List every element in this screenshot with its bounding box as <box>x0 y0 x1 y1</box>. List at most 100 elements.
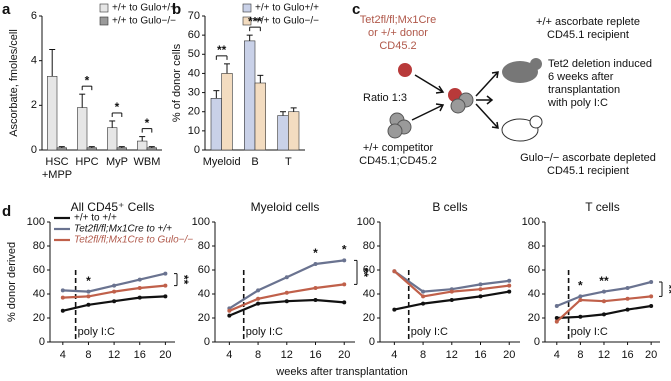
data-point <box>578 314 583 319</box>
error-bar <box>213 90 220 99</box>
significance: * <box>145 116 150 130</box>
significance: * <box>342 243 347 257</box>
x-tick-label: 4 <box>554 349 560 361</box>
bar <box>77 107 88 151</box>
y-tick-label: 100 <box>522 216 540 228</box>
significance: * <box>115 100 120 114</box>
y-tick-label: 40 <box>528 288 540 300</box>
y-tick-label: 20 <box>198 312 210 324</box>
x-tick-label: 8 <box>420 349 426 361</box>
y-tick-label: 20 <box>363 312 375 324</box>
data-point <box>284 275 289 280</box>
diagram-label: +/+ competitor <box>363 142 434 154</box>
data-point <box>507 283 512 288</box>
diagram-label: CD45.1 recipient <box>547 29 629 41</box>
y-tick-label: 80 <box>33 240 45 252</box>
data-point <box>625 307 630 312</box>
bar <box>210 98 222 151</box>
y-tick-label: 80 <box>528 240 540 252</box>
diagram-label: Gulo−/− ascorbate depleted <box>520 152 656 164</box>
bar <box>56 147 67 151</box>
y-tick-label: 2 <box>31 99 37 111</box>
significance: * <box>85 73 90 87</box>
data-point <box>649 304 654 308</box>
data-point <box>137 295 142 300</box>
x-tick-label: 12 <box>598 349 610 361</box>
replete-mouse <box>530 58 542 70</box>
event-label: poly I:C <box>78 326 115 338</box>
data-point <box>60 308 65 313</box>
data-point <box>392 307 397 312</box>
y-tick-label: 0 <box>369 336 375 348</box>
error-bar <box>118 146 125 148</box>
data-point <box>649 294 654 299</box>
x-tick-label: WBM <box>134 156 161 168</box>
y-tick-label: 6 <box>31 10 37 22</box>
significance: * <box>578 279 583 293</box>
error-bar <box>148 146 155 148</box>
data-point <box>227 308 232 313</box>
chart-title: Myeloid cells <box>251 200 320 214</box>
data-point <box>284 290 289 295</box>
y-tick-label: 60 <box>188 29 200 41</box>
data-point <box>649 280 654 284</box>
y-axis-label: Ascorbate, fmoles/cell <box>8 29 20 137</box>
data-point <box>342 282 347 287</box>
data-point <box>313 262 318 266</box>
significance: ** <box>357 268 371 278</box>
data-point <box>342 258 347 263</box>
legend-swatch <box>242 3 252 13</box>
data-point <box>625 296 630 301</box>
x-tick-label: HSC +MPP <box>42 156 72 181</box>
diagram-label: CD45.1;CD45.2 <box>359 155 437 167</box>
y-tick-label: 60 <box>363 264 375 276</box>
panel-label: c <box>352 1 360 18</box>
y-axis-label: % of donor cells <box>171 43 183 122</box>
x-tick-label: 20 <box>338 349 350 361</box>
bar <box>288 111 300 151</box>
x-tick-label: MyP <box>106 156 128 168</box>
data-point <box>601 312 606 317</box>
x-tick-label: 4 <box>60 349 66 361</box>
series-line <box>62 272 166 293</box>
data-point <box>449 298 454 302</box>
error-bar <box>79 93 86 108</box>
chart-title: All CD45⁺ Cells <box>71 200 155 214</box>
bar <box>137 140 148 151</box>
bar <box>244 40 256 151</box>
bar <box>221 73 233 151</box>
data-point <box>256 301 261 306</box>
error-bar <box>290 107 297 112</box>
data-point <box>227 313 232 318</box>
data-point <box>284 299 289 304</box>
x-tick-label: T <box>285 156 292 168</box>
y-tick-label: 20 <box>528 312 540 324</box>
x-tick-label: B <box>251 156 258 168</box>
y-tick-label: 40 <box>363 288 375 300</box>
bar <box>146 147 157 151</box>
significance: ** <box>217 43 227 57</box>
y-tick-label: 50 <box>188 48 200 60</box>
diagram-label: or +/+ donor <box>368 27 428 39</box>
data-point <box>137 277 142 282</box>
bar <box>254 82 266 151</box>
y-tick-label: 20 <box>188 106 200 118</box>
data-point <box>163 283 168 288</box>
y-tick-label: 70 <box>188 10 200 22</box>
data-point <box>392 269 397 274</box>
legend-label: Tet2fl/fl;Mx1Cre to +/+ <box>74 224 172 235</box>
diagram-shapes <box>387 58 543 142</box>
data-point <box>86 289 91 294</box>
error-bar <box>246 34 253 41</box>
data-point <box>554 304 559 308</box>
bar <box>86 147 97 151</box>
y-tick-label: 40 <box>188 67 200 79</box>
chart-title: B cells <box>432 200 467 214</box>
data-point <box>601 289 606 294</box>
y-tick-label: 0 <box>204 336 210 348</box>
data-point <box>478 287 483 292</box>
legend-swatch <box>242 16 252 26</box>
y-tick-label: 80 <box>363 240 375 252</box>
data-point <box>163 294 168 299</box>
x-tick-label: 4 <box>391 349 397 361</box>
